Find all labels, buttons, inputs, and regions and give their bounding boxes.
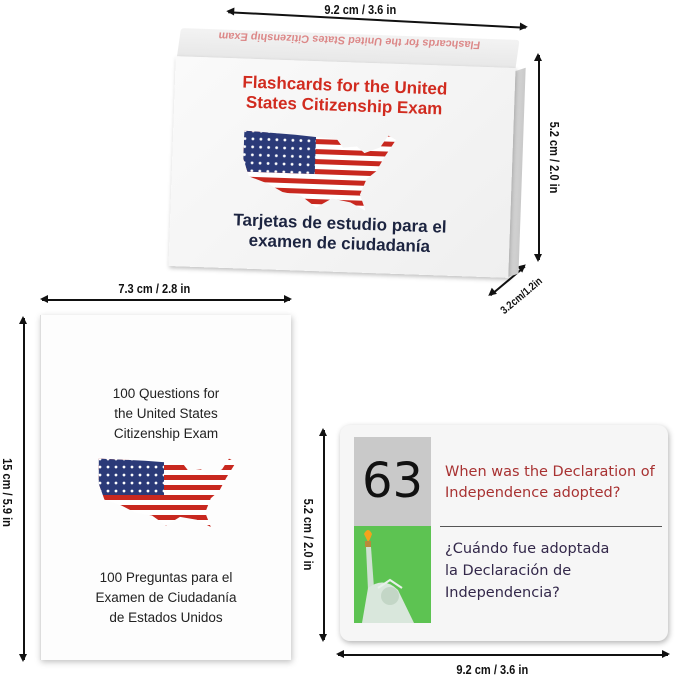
statue-of-liberty-icon [354, 526, 431, 623]
booklet-title-line: the United States [114, 406, 218, 421]
booklet-title: 100 Questions for the United States Citi… [41, 384, 291, 444]
booklet-width-arrow [40, 296, 292, 302]
booklet-subtitle-line: Examen de Ciudadanía [95, 590, 237, 605]
booklet-title-line: 100 Questions for [112, 386, 220, 401]
question-booklet: 100 Questions for the United States Citi… [40, 315, 291, 660]
card-width-arrow [336, 651, 670, 657]
question-english-line: Independence adopted? [445, 485, 621, 501]
booklet-subtitle-line: de Estados Unidos [109, 610, 223, 625]
us-flag-map-icon [98, 458, 236, 527]
box-height-label: 5.2 cm / 2.0 in [546, 121, 562, 194]
card-height-label: 5.2 cm / 2.0 in [300, 498, 316, 571]
booklet-height-label: 15 cm / 5.9 in [0, 458, 15, 527]
booklet-title-line: Citizenship Exam [113, 426, 219, 441]
booklet-height-arrow [20, 316, 26, 662]
box-width-label: 9.2 cm / 3.6 in [324, 2, 397, 17]
box-top-text: Flashcards for the United States Citizen… [217, 29, 482, 51]
box-subtitle: Tarjetas de estudio para el examen de ci… [169, 208, 510, 260]
card-width-label: 9.2 cm / 3.6 in [456, 662, 529, 677]
box-height-arrow [535, 53, 541, 262]
question-spanish: ¿Cuándo fue adoptada la Declaración de I… [445, 538, 609, 604]
question-english: When was the Declaration of Independence… [445, 462, 655, 504]
card-number: 63 [354, 437, 431, 526]
booklet-subtitle: 100 Preguntas para el Examen de Ciudadan… [41, 568, 291, 628]
us-flag-map-icon [241, 130, 397, 212]
booklet-subtitle-line: 100 Preguntas para el [99, 570, 233, 585]
divider [440, 526, 662, 527]
question-spanish-line: ¿Cuándo fue adoptada [445, 541, 610, 557]
flashcard: 63 When was the Declaration of Independe… [340, 425, 668, 641]
card-height-arrow [320, 428, 326, 642]
question-spanish-line: la Declaración de [445, 563, 572, 579]
booklet-width-label: 7.3 cm / 2.8 in [118, 281, 191, 296]
question-english-line: When was the Declaration of [445, 464, 655, 480]
flashcard-box: Flashcards for the United States Citizen… [168, 56, 516, 278]
question-spanish-line: Independencia? [445, 585, 560, 601]
box-title: Flashcards for the United States Citizen… [174, 70, 515, 122]
